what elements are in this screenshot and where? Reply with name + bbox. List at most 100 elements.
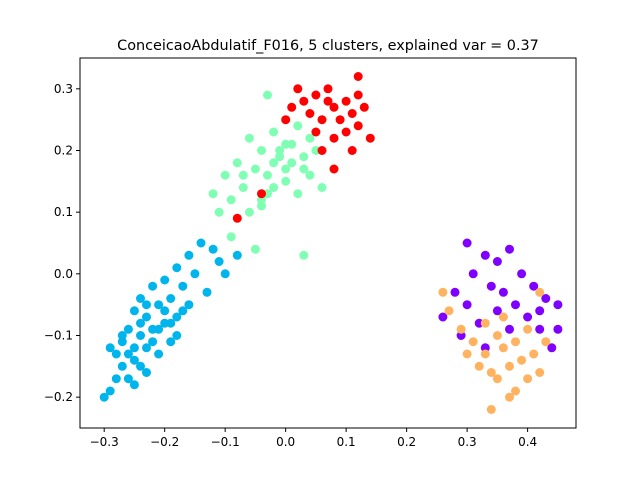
data-point-cluster-4 [468,269,478,279]
data-point-cluster-5 [523,324,533,334]
data-point-cluster-2 [305,170,315,180]
data-point-cluster-4 [486,281,496,291]
data-point-cluster-5 [498,312,508,322]
data-point-cluster-5 [541,337,551,347]
data-points [99,72,563,414]
data-point-cluster-1 [148,281,158,291]
data-point-cluster-1 [214,257,224,266]
data-point-cluster-1 [166,337,176,347]
data-point-cluster-2 [305,133,315,143]
data-point-cluster-4 [529,281,539,291]
data-point-cluster-2 [263,170,272,180]
data-point-cluster-1 [123,324,133,334]
data-point-cluster-2 [275,152,285,162]
data-point-cluster-5 [505,392,514,402]
data-point-cluster-3 [281,115,291,125]
data-point-cluster-3 [365,133,375,143]
data-point-cluster-5 [468,337,478,347]
x-tick-label: 0.4 [518,435,537,449]
data-point-cluster-3 [329,133,339,143]
data-point-cluster-1 [136,331,145,340]
data-point-cluster-2 [232,158,242,168]
data-point-cluster-3 [347,109,357,118]
data-point-cluster-4 [450,287,460,297]
data-point-cluster-5 [480,318,490,328]
data-point-cluster-5 [511,386,520,396]
data-point-cluster-5 [486,368,496,377]
data-point-cluster-3 [329,164,339,174]
data-point-cluster-4 [462,238,472,248]
data-point-cluster-2 [287,158,297,168]
y-tick-label: −0.2 [44,390,73,404]
data-point-cluster-2 [208,189,218,199]
data-point-cluster-4 [511,300,520,310]
data-point-cluster-1 [184,300,194,310]
data-point-cluster-1 [117,331,127,340]
data-point-cluster-3 [311,127,321,137]
data-point-cluster-1 [105,343,115,353]
data-point-cluster-1 [154,349,164,359]
data-point-cluster-4 [523,312,533,322]
data-point-cluster-3 [311,90,321,100]
data-point-cluster-3 [353,90,363,100]
data-point-cluster-1 [129,343,139,353]
data-point-cluster-5 [462,349,472,359]
data-point-cluster-1 [154,324,164,334]
data-point-cluster-3 [329,102,339,112]
plot-frame [79,57,577,429]
data-point-cluster-5 [523,374,533,384]
data-point-cluster-4 [553,324,563,334]
data-point-cluster-2 [269,127,279,137]
y-tick-label: −0.1 [44,329,73,343]
data-point-cluster-1 [123,374,133,384]
data-point-cluster-1 [172,263,182,273]
data-point-cluster-3 [305,109,315,118]
data-point-cluster-1 [160,306,170,316]
data-point-cluster-3 [335,115,345,125]
x-tick-label: −0.3 [90,435,119,449]
data-point-cluster-2 [281,176,291,186]
data-point-cluster-2 [269,158,279,168]
data-point-cluster-3 [299,96,309,106]
chart-title: ConceicaoAbdulatif_F016, 5 clusters, exp… [117,38,539,54]
data-point-cluster-1 [208,244,218,254]
data-point-cluster-4 [498,287,508,297]
data-point-cluster-1 [129,380,139,390]
data-point-cluster-1 [154,300,164,310]
data-point-cluster-2 [257,146,266,155]
data-point-cluster-2 [244,207,254,217]
data-point-cluster-2 [287,139,297,149]
data-point-cluster-1 [220,269,230,279]
data-point-cluster-1 [178,306,188,316]
data-point-cluster-4 [480,343,490,353]
data-point-cluster-3 [257,189,266,199]
data-point-cluster-5 [517,355,527,365]
x-tick-label: 0.1 [337,435,356,449]
data-point-cluster-1 [178,281,188,291]
data-point-cluster-5 [535,287,545,297]
data-point-cluster-1 [105,386,115,396]
data-point-cluster-1 [160,275,170,285]
data-point-cluster-4 [547,343,557,353]
y-tick-label: 0.3 [54,82,73,96]
data-point-cluster-4 [553,300,563,310]
data-point-cluster-2 [214,207,224,217]
data-point-cluster-4 [517,269,527,279]
data-point-cluster-2 [257,201,266,211]
data-point-cluster-5 [480,349,490,359]
data-point-cluster-4 [541,294,551,303]
data-point-cluster-1 [136,361,145,371]
data-point-cluster-5 [505,361,514,371]
data-point-cluster-1 [136,294,145,303]
data-point-cluster-2 [275,146,285,155]
data-point-cluster-1 [111,349,121,359]
data-point-cluster-2 [299,152,309,162]
data-point-cluster-5 [492,374,502,384]
data-point-cluster-1 [117,337,127,347]
x-tick-label: 0.3 [458,435,477,449]
data-point-cluster-1 [172,331,182,340]
data-point-cluster-3 [341,96,351,106]
data-point-cluster-1 [117,361,127,371]
data-point-cluster-2 [226,195,236,205]
data-point-cluster-3 [341,127,351,137]
